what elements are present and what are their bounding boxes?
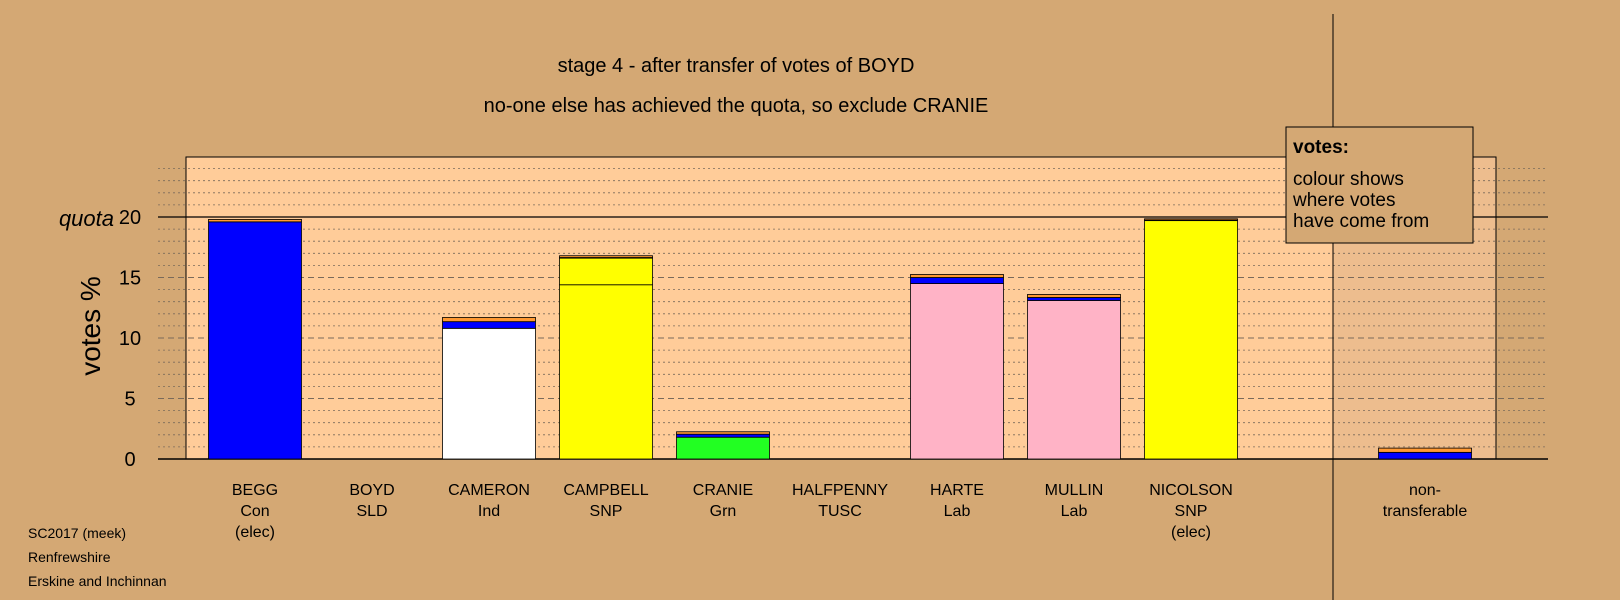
category-label: NICOLSON — [1149, 482, 1233, 499]
bar-segment — [208, 221, 302, 460]
plot-area — [185, 156, 1497, 460]
quota-label: quota — [59, 206, 114, 231]
bar-segment — [910, 283, 1004, 460]
legend: votes: colour shows where votes have com… — [1285, 126, 1474, 244]
bar-segment — [442, 321, 536, 329]
bar-segment — [910, 274, 1004, 278]
category-label: Lab — [1061, 503, 1088, 520]
chart-subtitle: no-one else has achieved the quota, so e… — [484, 95, 989, 117]
bar-segment — [559, 284, 653, 460]
y-tick-labels: 0 5 10 15 20 — [119, 207, 141, 471]
legend-box — [1285, 126, 1474, 244]
footer-ward: Erskine and Inchinnan — [28, 573, 167, 589]
category-label: HARTE — [930, 482, 984, 499]
category-label: (elec) — [235, 524, 275, 541]
category-label: CAMPBELL — [563, 482, 648, 499]
category-label: TUSC — [818, 503, 862, 520]
y-tick-label: 10 — [119, 328, 141, 350]
category-label: BOYD — [349, 482, 394, 499]
bar-segment — [442, 317, 536, 323]
y-tick-label: 5 — [124, 389, 135, 411]
legend-line-3: have come from — [1293, 211, 1429, 232]
bar-segment — [1027, 294, 1121, 298]
bar-segment — [559, 257, 653, 286]
bar-segment — [208, 219, 302, 223]
y-tick-label: 0 — [124, 449, 135, 471]
category-label: SNP — [1175, 503, 1208, 520]
legend-line-2: where votes — [1292, 190, 1395, 211]
bar-segment — [1378, 451, 1472, 460]
category-label: Con — [240, 503, 269, 520]
category-label: HALFPENNY — [792, 482, 888, 499]
chart-title: stage 4 - after transfer of votes of BOY… — [558, 55, 915, 77]
bar-segment — [676, 431, 770, 435]
category-label: (elec) — [1171, 524, 1211, 541]
bar-stacks — [208, 218, 1472, 460]
bar-segment — [676, 433, 770, 438]
category-label: MULLIN — [1045, 482, 1104, 499]
bar-segment — [676, 436, 770, 460]
bar-segment — [559, 255, 653, 258]
footer-council: Renfrewshire — [28, 549, 111, 565]
bar-segment — [1027, 297, 1121, 301]
bar-segment — [1027, 300, 1121, 460]
category-label: SNP — [590, 503, 623, 520]
category-label: BEGG — [232, 482, 278, 499]
category-labels: BEGG Con (elec) BOYD SLD CAMERON Ind CAMPBELL SN… — [232, 482, 1467, 541]
bar-segment — [910, 277, 1004, 284]
category-label: CRANIE — [693, 482, 753, 499]
category-label: transferable — [1383, 503, 1468, 520]
bar-segment — [442, 327, 536, 460]
bar-segment — [1378, 447, 1472, 453]
legend-heading: votes: — [1293, 137, 1349, 158]
bar-segment — [1144, 220, 1238, 460]
category-label: Ind — [478, 503, 500, 520]
y-tick-label: 20 — [119, 207, 141, 229]
category-label: Grn — [710, 503, 737, 520]
category-label: non- — [1409, 482, 1441, 499]
bar-segment — [1144, 218, 1238, 221]
gridlines — [158, 168, 1548, 460]
category-label: CAMERON — [448, 482, 530, 499]
category-label: Lab — [944, 503, 971, 520]
y-tick-label: 15 — [119, 268, 141, 290]
category-label: SLD — [356, 503, 387, 520]
legend-line-1: colour shows — [1293, 169, 1404, 190]
y-axis-label: votes % — [75, 276, 106, 376]
footer-source: SC2017 (meek) — [28, 525, 126, 541]
